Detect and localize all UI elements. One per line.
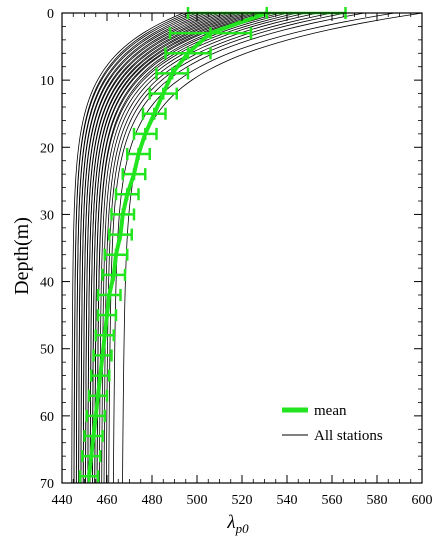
station-line-3 — [108, 12, 365, 484]
station-line-23 — [80, 12, 216, 484]
y-tick-label: 0 — [47, 7, 54, 22]
y-tick-label: 40 — [40, 276, 54, 291]
station-line-6 — [101, 12, 318, 484]
axis-labels: Depth(m) λp0 — [11, 217, 249, 536]
station-line-30 — [71, 12, 184, 484]
station-line-15 — [89, 12, 253, 484]
x-tick-label: 460 — [97, 493, 118, 508]
x-axis-label-subscript: p0 — [235, 521, 250, 536]
x-tick-label: 540 — [277, 493, 298, 508]
y-tick-label: 50 — [40, 343, 54, 358]
station-line-7 — [99, 12, 307, 484]
y-tick-label: 70 — [40, 477, 54, 492]
station-line-17 — [87, 12, 244, 484]
station-line-21 — [82, 12, 226, 484]
station-line-5 — [103, 12, 332, 484]
station-line-13 — [92, 12, 263, 484]
x-axis-label-symbol: λ — [226, 512, 235, 533]
station-line-25 — [78, 12, 207, 484]
y-tick-label: 20 — [40, 141, 54, 156]
station-line-19 — [85, 12, 235, 484]
x-tick-label: 580 — [367, 493, 388, 508]
y-tick-label: 30 — [40, 208, 54, 223]
legend: mean All stations — [282, 403, 383, 444]
x-tick-label: 600 — [412, 493, 433, 508]
station-line-29 — [73, 12, 189, 484]
stations-layer — [71, 12, 423, 484]
mean-layer — [78, 7, 347, 483]
x-axis-label: λp0 — [226, 512, 249, 536]
x-tick-label: 480 — [142, 493, 163, 508]
x-tick-label: 500 — [187, 493, 208, 508]
x-tick-label: 520 — [232, 493, 253, 508]
x-tick-label: 560 — [322, 493, 343, 508]
legend-label-1: mean — [314, 403, 347, 419]
y-axis-label: Depth(m) — [11, 217, 33, 295]
x-tick-label: 440 — [52, 493, 73, 508]
y-tick-label: 60 — [40, 410, 54, 425]
y-tick-label: 10 — [40, 74, 54, 89]
axes-layer: 440 460 480 500 520 540 560 580 600 0 10 20 30 40 50 60… — [40, 7, 433, 508]
legend-label-2: All stations — [314, 428, 383, 444]
station-line-27 — [75, 12, 198, 484]
